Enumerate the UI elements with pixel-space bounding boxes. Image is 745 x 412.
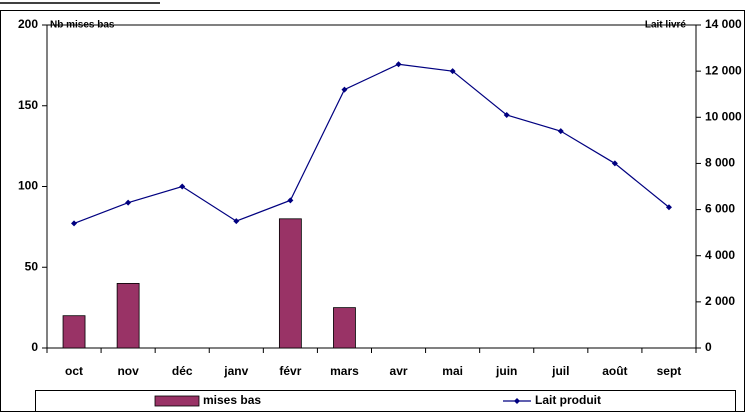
bar — [333, 307, 356, 349]
line — [73, 63, 670, 224]
line-marker — [179, 183, 186, 190]
x-tick-label: janv — [223, 364, 248, 378]
line-marker — [287, 197, 294, 204]
y-tick-label: 0 — [31, 340, 38, 354]
line-marker — [341, 86, 348, 93]
y2-tick-label: 8 000 — [705, 156, 735, 170]
line-marker — [395, 61, 402, 68]
legend-box — [35, 390, 736, 412]
x-tick-label: mars — [330, 364, 359, 378]
y2-tick-label: 4 000 — [705, 248, 735, 262]
bar — [62, 315, 86, 349]
legend-label: Lait produit — [535, 393, 601, 407]
line-marker — [665, 204, 672, 211]
line-marker — [611, 160, 618, 167]
chart-border — [0, 10, 745, 412]
line-marker — [449, 68, 456, 75]
y-tick-label: 200 — [18, 17, 38, 31]
bar — [116, 282, 140, 349]
x-tick-label: oct — [65, 364, 83, 378]
line-marker — [233, 218, 240, 225]
y2-tick-label: 6 000 — [705, 202, 735, 216]
x-tick-label: nov — [117, 364, 139, 378]
x-tick-label: août — [602, 364, 627, 378]
y2-tick-label: 12 000 — [705, 63, 742, 77]
y2-tick-label: 10 000 — [705, 109, 742, 123]
x-tick-label: juil — [551, 364, 569, 378]
x-tick-label: déc — [172, 364, 193, 378]
y-tick-label: 150 — [18, 98, 38, 112]
y2-tick-label: 2 000 — [705, 294, 735, 308]
y2-tick-label: 0 — [705, 340, 712, 354]
x-tick-label: juin — [495, 364, 517, 378]
line-marker — [125, 199, 132, 206]
y-tick-label: 100 — [18, 179, 38, 193]
y-tick-label: 50 — [25, 259, 39, 273]
x-tick-label: févr — [279, 364, 301, 378]
bar — [278, 218, 302, 349]
plot-area — [46, 24, 697, 349]
y2-tick-label: 14 000 — [705, 17, 742, 31]
line-marker — [503, 111, 510, 118]
legend-label: mises bas — [203, 393, 261, 407]
legend-swatch — [154, 395, 200, 407]
line-marker — [71, 220, 78, 227]
legend-marker — [514, 398, 520, 404]
x-tick-label: mai — [442, 364, 463, 378]
x-tick-label: avr — [390, 364, 408, 378]
line-marker — [557, 128, 564, 135]
x-tick-label: sept — [657, 364, 682, 378]
